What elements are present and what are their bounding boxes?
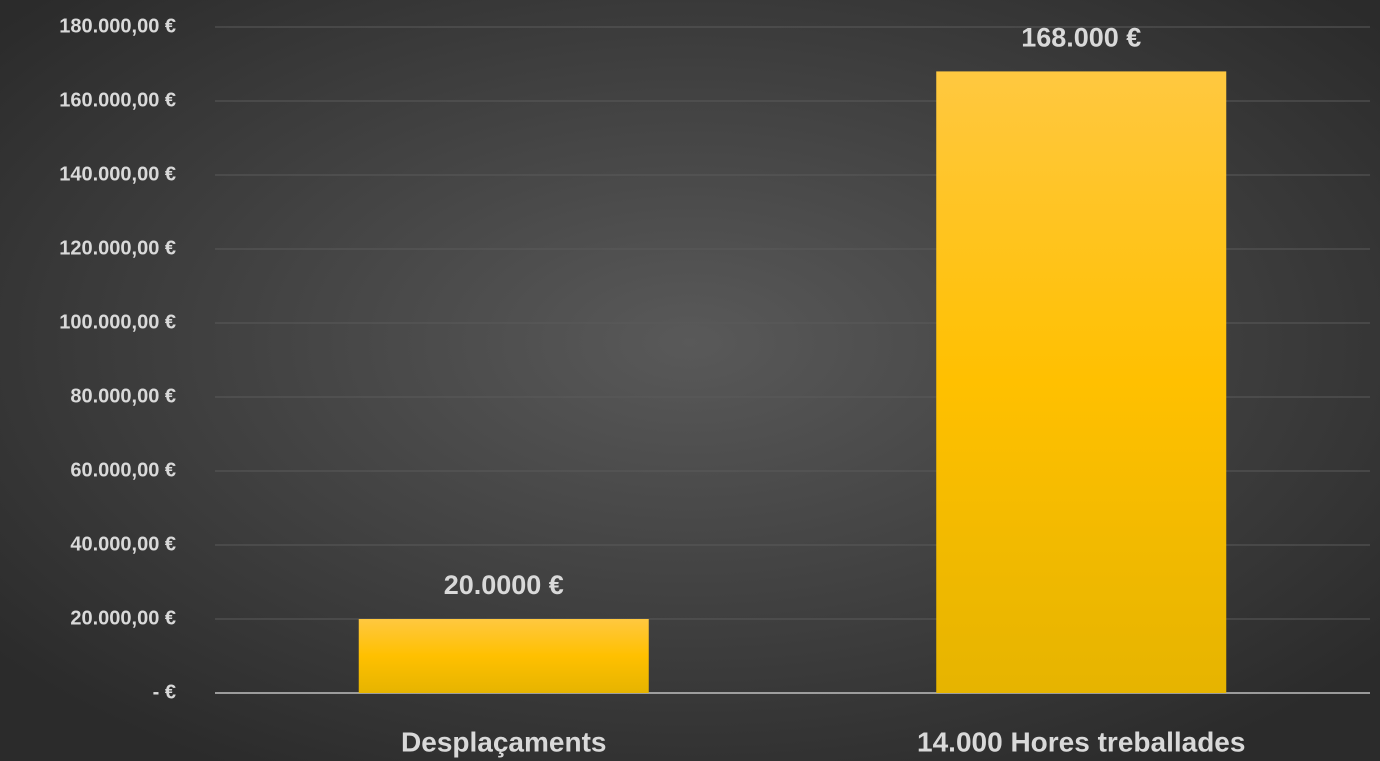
data-label: 20.0000 €: [444, 570, 564, 600]
y-tick-label: 140.000,00 €: [59, 163, 176, 185]
y-tick-label: 80.000,00 €: [70, 385, 176, 407]
bar: [358, 619, 649, 693]
y-tick-label: 120.000,00 €: [59, 237, 176, 259]
y-tick-label: 180.000,00 €: [59, 15, 176, 37]
data-label: 168.000 €: [1021, 23, 1141, 53]
x-tick-label: Desplaçaments: [401, 726, 606, 757]
x-tick-label: 14.000 Hores treballades: [917, 726, 1245, 757]
y-tick-label: - €: [153, 681, 176, 703]
y-tick-label: 20.000,00 €: [70, 607, 176, 629]
y-tick-label: 100.000,00 €: [59, 311, 176, 333]
bar: [936, 71, 1227, 693]
y-tick-label: 160.000,00 €: [59, 89, 176, 111]
y-tick-label: 60.000,00 €: [70, 459, 176, 481]
y-tick-label: 40.000,00 €: [70, 533, 176, 555]
